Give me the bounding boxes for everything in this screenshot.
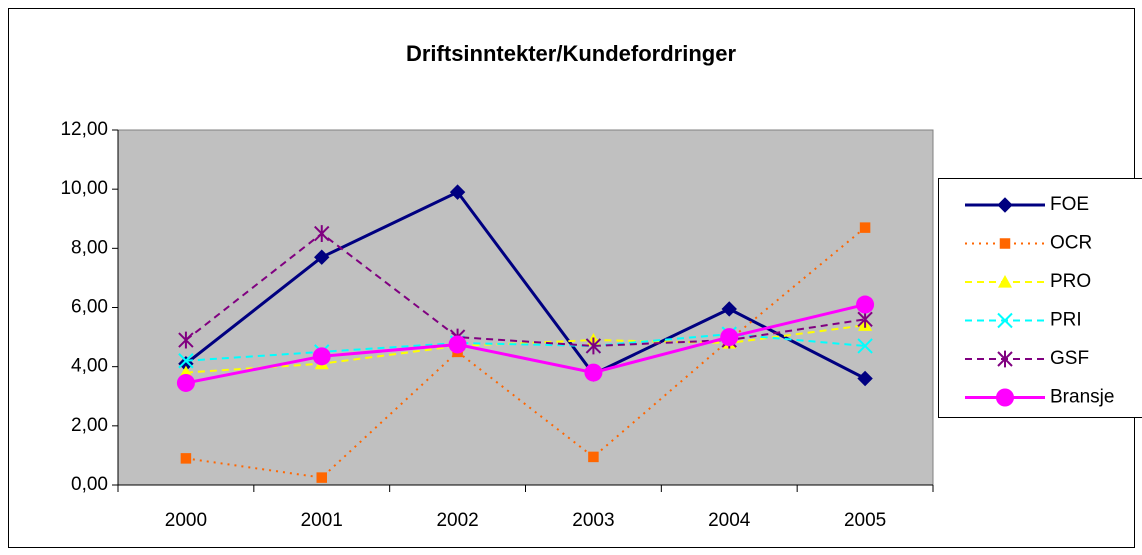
data-point bbox=[857, 370, 873, 387]
x-tick-label: 2003 bbox=[572, 510, 614, 531]
series-line bbox=[185, 232, 866, 347]
data-point bbox=[316, 472, 327, 483]
legend-item: FOE bbox=[965, 194, 1089, 215]
y-tick-label: 4,00 bbox=[71, 356, 108, 377]
data-point bbox=[448, 335, 467, 354]
legend-marker bbox=[996, 388, 1014, 407]
legend-label: GSF bbox=[1050, 348, 1089, 369]
x-tick-label: 2005 bbox=[844, 510, 886, 531]
data-point bbox=[721, 301, 737, 317]
data-point bbox=[720, 328, 739, 347]
legend-label: FOE bbox=[1050, 194, 1089, 215]
legend-label: OCR bbox=[1050, 233, 1092, 254]
data-point bbox=[585, 337, 602, 355]
legend-label: Bransje bbox=[1050, 387, 1114, 408]
chart-title: Driftsinntekter/Kundefordringer bbox=[406, 41, 736, 66]
legend-item: Bransje bbox=[965, 387, 1114, 408]
y-tick-label: 0,00 bbox=[71, 474, 108, 495]
series-line bbox=[184, 190, 866, 380]
legend-box bbox=[938, 178, 1142, 418]
y-tick-label: 2,00 bbox=[71, 415, 108, 436]
x-tick-label: 2002 bbox=[436, 510, 478, 531]
x-tick-label: 2001 bbox=[301, 510, 343, 531]
legend-marker bbox=[997, 312, 1013, 329]
data-point bbox=[588, 451, 599, 463]
legend-marker bbox=[999, 238, 1011, 249]
legend-item: PRI bbox=[965, 310, 1082, 331]
data-point bbox=[312, 347, 331, 366]
y-tick-label: 6,00 bbox=[71, 297, 108, 318]
legend-marker bbox=[997, 350, 1013, 368]
data-point bbox=[314, 249, 330, 265]
series-line bbox=[185, 324, 866, 374]
legend-item: GSF bbox=[965, 348, 1089, 369]
data-point bbox=[178, 353, 194, 369]
y-tick-label: 10,00 bbox=[60, 178, 108, 199]
data-point bbox=[857, 338, 873, 354]
data-point bbox=[176, 373, 195, 392]
data-point bbox=[178, 331, 194, 349]
x-tick-label: 2000 bbox=[165, 510, 207, 531]
legend-label: PRI bbox=[1050, 310, 1082, 331]
legend-item: OCR bbox=[965, 233, 1092, 254]
legend-item: PRO bbox=[965, 271, 1091, 292]
y-tick-label: 12,00 bbox=[60, 119, 108, 140]
legend-label: PRO bbox=[1050, 271, 1091, 292]
legend-marker bbox=[998, 275, 1012, 288]
data-point bbox=[857, 310, 873, 328]
x-tick-label: 2004 bbox=[708, 510, 751, 531]
legend-marker bbox=[997, 197, 1013, 213]
data-point bbox=[856, 295, 875, 314]
plot-area bbox=[117, 129, 934, 486]
data-point bbox=[449, 184, 466, 200]
data-point bbox=[859, 222, 871, 233]
data-point bbox=[314, 225, 330, 242]
y-tick-label: 8,00 bbox=[71, 237, 108, 258]
series-line bbox=[185, 303, 866, 385]
data-point bbox=[584, 363, 603, 382]
data-point bbox=[180, 453, 192, 464]
